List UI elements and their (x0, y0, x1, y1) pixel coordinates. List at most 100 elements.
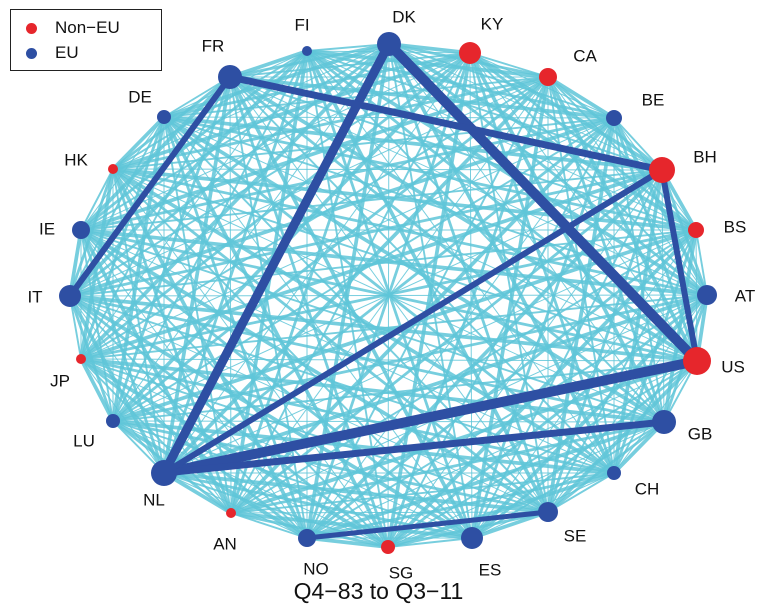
node-label-de: DE (128, 87, 152, 106)
edge-gb-it (69, 294, 665, 424)
edge-gb-fi (306, 50, 665, 423)
strong-edge-nl-bh (161, 167, 665, 476)
edge-ch-fr (229, 76, 615, 474)
node-sg (381, 540, 395, 554)
node-bs (688, 222, 704, 238)
node-nl (151, 460, 177, 486)
edge-ch-it (69, 295, 615, 474)
edge-sg-hk (112, 168, 389, 548)
edge-bs-hk (112, 167, 697, 232)
node-label-at: AT (735, 286, 755, 305)
node-label-dk: DK (392, 7, 416, 26)
edge-us-fr (229, 75, 698, 363)
edge-us-fi (306, 49, 698, 363)
light-edges (68, 42, 709, 549)
edge-dk-fi (306, 43, 390, 52)
node-ca (539, 68, 557, 86)
edge-se-it (69, 295, 549, 513)
edge-hk-fi (112, 50, 308, 170)
node-be (606, 110, 622, 126)
node-label-lu: LU (73, 431, 95, 450)
edge-es-lu (112, 420, 473, 539)
node-ky (459, 42, 481, 64)
edge-sg-de (162, 116, 390, 548)
node-label-ca: CA (573, 46, 597, 65)
node-bh (649, 157, 675, 183)
node-de (157, 110, 171, 124)
node-label-hk: HK (64, 150, 88, 169)
edge-lu-fr (111, 76, 232, 422)
node-us (683, 347, 711, 375)
edge-gb-no (306, 420, 665, 540)
legend-marker-non-eu (26, 22, 37, 34)
edge-jp-fr (80, 76, 231, 360)
node-label-bs: BS (724, 217, 747, 236)
edge-sg-it (69, 294, 389, 549)
edge-ch-ie (80, 229, 615, 474)
edge-bs-de (163, 115, 697, 232)
edge-an-fr (229, 76, 232, 514)
edge-gb-fr (229, 75, 665, 424)
edge-ky-at (469, 52, 708, 296)
node-label-es: ES (479, 560, 502, 579)
edge-lu-fi (112, 50, 308, 422)
node-an (226, 508, 236, 518)
edge-se-hk (112, 167, 549, 514)
node-label-ky: KY (481, 14, 504, 33)
edge-es-fi (305, 50, 474, 539)
edge-ca-be (547, 75, 615, 120)
edge-nl-jp (80, 358, 165, 474)
node-ie (72, 221, 90, 239)
node-at (697, 285, 717, 305)
edge-lu-it (68, 295, 115, 422)
edge-lu-jp (79, 358, 115, 422)
edge-ca-fi (306, 49, 549, 79)
node-label-an: AN (213, 534, 237, 553)
node-no (298, 529, 316, 547)
strong-edge-nl-us (159, 356, 702, 478)
edge-ie-fr (79, 75, 232, 232)
edge-us-it (69, 294, 698, 363)
node-labels: DK KY CA BE BH BS AT US GB CH SE ES SG NO AN NL LU JP IT IE… (27, 7, 755, 582)
edge-at-fr (229, 76, 708, 296)
edge-an-nl (163, 471, 232, 515)
node-label-gb: GB (688, 424, 713, 443)
node-label-no: NO (303, 559, 329, 578)
legend: Non−EU EU (10, 9, 162, 71)
edge-sg-fi (306, 50, 389, 548)
edge-es-de (163, 116, 473, 539)
strong-edge-nl-gb (160, 418, 668, 477)
edge-se-jp (80, 358, 549, 513)
edge-ch-jp (80, 357, 615, 475)
node-label-se: SE (564, 526, 587, 545)
edge-be-fr (229, 75, 615, 120)
node-dk (377, 32, 401, 56)
edge-it-hk (68, 168, 115, 297)
edge-bs-fr (229, 76, 697, 231)
strong-edge-fr-bh (226, 73, 666, 174)
edge-se-es (471, 510, 549, 540)
edge-es-ie (80, 228, 473, 540)
edge-hk-fr (112, 75, 231, 171)
node-label-fr: FR (202, 36, 225, 55)
edge-se-nl (163, 471, 549, 514)
edge-us-sg (387, 360, 698, 548)
node-label-ie: IE (39, 219, 55, 238)
edge-no-nl (163, 472, 308, 539)
edge-es-sg (387, 537, 473, 548)
edge-bs-at (695, 229, 708, 296)
strong-edges (67, 39, 702, 541)
edge-us-de (163, 116, 698, 362)
node-se (538, 502, 558, 522)
node-hk (108, 164, 118, 174)
node-lu (106, 414, 120, 428)
edge-bh-fi (306, 50, 663, 171)
legend-label-non-eu: Non−EU (55, 18, 120, 37)
edge-ky-ca (469, 52, 549, 78)
edge-fr-fi (229, 49, 308, 79)
edge-ca-de (163, 76, 549, 118)
strong-edge-fr-it (67, 74, 233, 299)
edge-at-fi (306, 49, 708, 297)
edge-ie-fi (80, 49, 308, 232)
